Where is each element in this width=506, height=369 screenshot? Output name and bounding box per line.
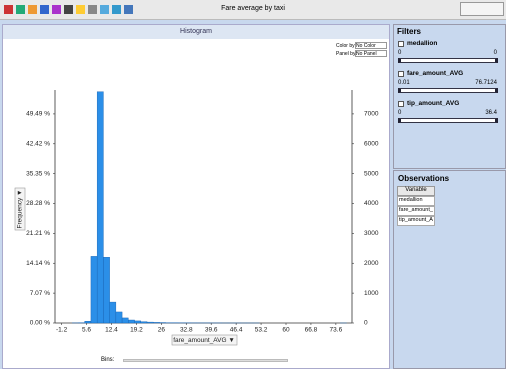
y2-tick-label: 5000 (364, 170, 379, 177)
filter-max: 0 (493, 50, 497, 56)
table-header: Variable (397, 186, 435, 196)
y-tick-label: 7.07 % (30, 290, 50, 297)
filter-checkbox[interactable] (398, 41, 404, 47)
y2-tick-label: 6000 (364, 140, 379, 147)
observations-title: Observations (398, 174, 450, 183)
x-tick-label: 66.8 (305, 327, 318, 334)
y2-tick-label: 0 (364, 320, 368, 327)
filter-list: medallion 0 0 fare_amount_AVG 0.01 76.7124 tip… (394, 39, 505, 167)
filter-checkbox[interactable] (398, 71, 404, 77)
filter-checkbox[interactable] (398, 101, 404, 107)
filter-max: 76.7124 (475, 80, 497, 86)
y2-tick-label: 3000 (364, 230, 379, 237)
x-tick-label: 39.6 (205, 327, 218, 334)
y-tick-label: 42.42 % (26, 141, 50, 148)
filter-slider[interactable] (398, 58, 498, 63)
bar (90, 256, 98, 324)
y2-tick-label: 4000 (364, 200, 379, 207)
y-tick-label: 0.00 % (30, 320, 50, 327)
filter-name: tip_amount_AVG (407, 100, 460, 107)
panel-by-select[interactable]: No Panel (355, 50, 387, 57)
bar (115, 311, 123, 324)
x-tick-label: 32.8 (180, 327, 193, 334)
pane-title: Histogram (180, 28, 212, 35)
bar (103, 257, 110, 324)
y-tick-label: 49.49 % (26, 111, 50, 118)
observation-rows: medallion fare_amount_ tip_amount_A (397, 196, 435, 226)
bar (96, 91, 104, 324)
window-buttons[interactable] (460, 2, 504, 16)
histogram-pane: Histogram Color by: No Color Panel by: N… (2, 24, 390, 369)
bar (109, 301, 117, 324)
color-by-select[interactable]: No Color (355, 42, 387, 49)
filter-min: 0 (398, 50, 402, 56)
bins-label: Bins: (101, 357, 115, 363)
x-tick-label: 12.4 (105, 327, 118, 334)
x-tick-label: 60 (282, 327, 290, 334)
filters-title: Filters (397, 27, 422, 36)
bar (140, 321, 148, 324)
x-tick-label: 53.2 (255, 327, 268, 334)
bar (134, 320, 141, 324)
y-tick-label: 21.21 % (26, 230, 50, 237)
y-axis-label: Frequency ▼ (17, 190, 24, 229)
panel-by-label: Panel by: (336, 51, 357, 57)
x-tick-label: 5.6 (82, 327, 91, 334)
filter-slider[interactable] (398, 118, 498, 123)
x-label-box (171, 334, 238, 346)
bar (84, 321, 92, 324)
color-by-label: Color by: (336, 43, 357, 49)
y-label-box (14, 187, 26, 231)
y-tick-label: 14.14 % (26, 260, 50, 267)
filter-name: medallion (407, 40, 438, 47)
x-tick-label: 73.6 (330, 327, 343, 334)
histogram-chart: 0.00 % 7.07 % 14.14 % 21.21 % 28.28 % 35.35 %… (14, 90, 379, 346)
x-axis-label: fare_amount_AVG ▼ (173, 337, 235, 344)
y2-tick-label: 1000 (364, 290, 379, 297)
filter-max: 36.4 (485, 110, 497, 116)
bar (121, 317, 129, 324)
filter-min: 0.01 (398, 80, 410, 86)
bar (153, 322, 160, 324)
observations-panel: Observations Variable medallion fare_amou… (393, 170, 506, 369)
bar (146, 321, 154, 324)
table-row[interactable]: fare_amount_ (397, 206, 435, 216)
bar (128, 319, 135, 324)
title-bar: Fare average by taxi (0, 0, 506, 20)
filter-min: 0 (398, 110, 402, 116)
pane-header: Histogram (3, 25, 389, 39)
y2-tick-label: 2000 (364, 260, 379, 267)
filter-name: fare_amount_AVG (407, 70, 464, 77)
x-tick-label: -1.2 (56, 327, 68, 334)
window-title: Fare average by taxi (221, 5, 285, 12)
x-tick-label: 19.2 (130, 327, 143, 334)
filters-panel: Filters medallion 0 0 fare_amount_AVG 0.01 76… (393, 24, 506, 169)
y2-tick-label: 7000 (364, 111, 379, 118)
x-tick-label: 26 (158, 327, 166, 334)
x-tick-label: 46.4 (230, 327, 243, 334)
filter-slider[interactable] (398, 88, 498, 93)
y-tick-label: 28.28 % (26, 200, 50, 207)
bins-slider[interactable] (123, 359, 288, 362)
toolbar-icons[interactable] (2, 1, 172, 19)
y-tick-label: 35.35 % (26, 170, 50, 177)
table-row[interactable]: tip_amount_A (397, 216, 435, 226)
table-row[interactable]: medallion (397, 196, 435, 206)
